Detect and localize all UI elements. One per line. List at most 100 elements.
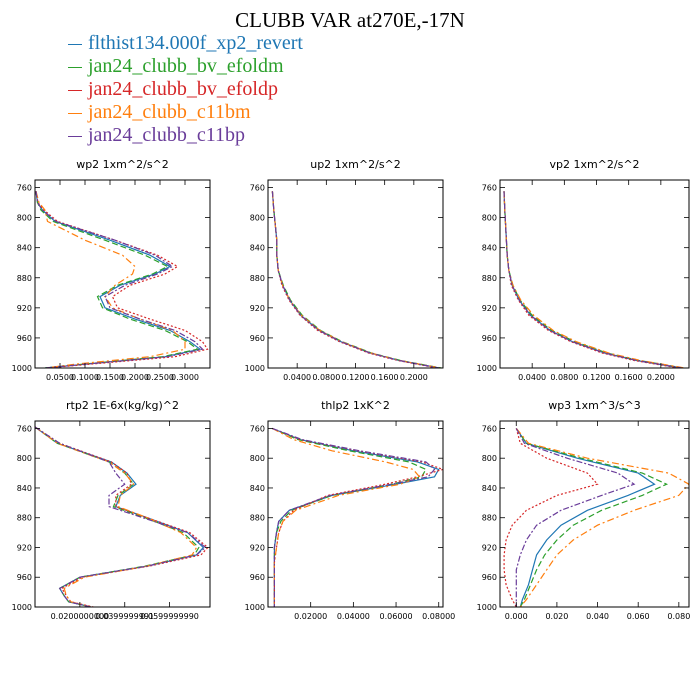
panel-3: rtp2 1E-6x(kg/kg)^2 760 800 840 880 920 960 100… xyxy=(12,399,211,621)
x-tick-label: 0.1000 xyxy=(71,373,99,382)
x-tick-label: 0.1200 xyxy=(342,373,370,382)
y-tick-label: 920 xyxy=(17,543,32,552)
y-tick-label: 800 xyxy=(250,214,265,223)
legend-swatch xyxy=(68,66,82,68)
panel-title: wp3 1xm^3/s^3 xyxy=(548,399,641,412)
y-tick-label: 960 xyxy=(250,334,265,343)
y-tick-label: 1000 xyxy=(245,364,265,373)
series-line-2 xyxy=(35,426,209,607)
y-tick-label: 880 xyxy=(482,514,497,523)
y-tick-label: 1000 xyxy=(477,603,497,612)
x-tick-label: 0.080 xyxy=(667,612,690,621)
series-line-1 xyxy=(271,191,442,368)
legend-item-2: jan24_clubb_bv_efoldp xyxy=(68,78,303,101)
y-tick-label: 800 xyxy=(482,214,497,223)
y-tick-label: 760 xyxy=(17,424,32,433)
y-tick-label: 1000 xyxy=(245,603,265,612)
plot-frame xyxy=(34,179,211,369)
legend-item-4: jan24_clubb_c11bp xyxy=(68,124,303,147)
x-tick-label: 0.0200000000 xyxy=(51,612,110,621)
series-line-4 xyxy=(271,191,439,368)
y-tick-label: 760 xyxy=(482,184,497,193)
series-line-2 xyxy=(272,427,443,607)
x-tick-label: 0.0800 xyxy=(550,373,578,382)
x-tick-label: 0.08000 xyxy=(422,612,455,621)
y-tick-label: 960 xyxy=(482,573,497,582)
series-line-4 xyxy=(503,191,682,368)
x-tick-label: 0.2000 xyxy=(647,373,675,382)
series-line-1 xyxy=(515,428,669,607)
x-tick-label: 0.0400 xyxy=(283,373,311,382)
panel-5: wp3 1xm^3/s^3 760 800 840 880 920 960 1000 0.000… xyxy=(477,399,691,621)
legend-label: jan24_clubb_c11bp xyxy=(88,124,246,146)
plot-frame xyxy=(499,179,690,369)
y-tick-label: 1000 xyxy=(12,603,32,612)
x-tick-label: 0.0399999991 xyxy=(95,612,154,621)
y-tick-label: 800 xyxy=(17,454,32,463)
x-tick-label: 0.2000 xyxy=(121,373,149,382)
series-line-0 xyxy=(35,191,202,368)
y-tick-label: 840 xyxy=(17,244,32,253)
x-tick-label: 0.0800 xyxy=(312,373,340,382)
x-tick-label: 0.04000 xyxy=(337,612,370,621)
x-tick-label: 0.020 xyxy=(545,612,568,621)
y-tick-label: 960 xyxy=(17,334,32,343)
plot-frame xyxy=(34,420,211,608)
panel-4: thlp2 1xK^2 760 800 840 880 920 960 1000 0.02000… xyxy=(245,399,456,621)
x-tick-label: 0.2000 xyxy=(400,373,428,382)
panel-title: thlp2 1xK^2 xyxy=(321,399,390,412)
series-line-3 xyxy=(503,191,686,368)
series-line-1 xyxy=(503,191,684,368)
y-tick-label: 1000 xyxy=(477,364,497,373)
y-tick-label: 880 xyxy=(250,274,265,283)
legend: flthist134.000f_xp2_revert jan24_clubb_b… xyxy=(68,32,303,147)
series-line-3 xyxy=(35,191,186,368)
y-tick-label: 800 xyxy=(482,454,497,463)
y-tick-label: 920 xyxy=(17,304,32,313)
series-line-2 xyxy=(503,428,599,607)
series-line-2 xyxy=(271,191,438,368)
panel-title: up2 1xm^2/s^2 xyxy=(310,158,401,171)
series-line-0 xyxy=(272,427,440,607)
x-tick-label: 0.02000 xyxy=(294,612,327,621)
y-tick-label: 1000 xyxy=(12,364,32,373)
x-tick-label: 0.0599999990 xyxy=(140,612,199,621)
legend-item-0: flthist134.000f_xp2_revert xyxy=(68,32,303,55)
y-tick-label: 840 xyxy=(17,484,32,493)
panel-1: up2 1xm^2/s^2 760 800 840 880 920 960 1000 0.040… xyxy=(245,158,444,382)
y-tick-label: 840 xyxy=(482,484,497,493)
x-tick-label: 0.2500 xyxy=(146,373,174,382)
y-tick-label: 880 xyxy=(17,274,32,283)
legend-label: jan24_clubb_c11bm xyxy=(88,101,251,123)
legend-label: jan24_clubb_bv_efoldp xyxy=(88,78,278,100)
y-tick-label: 840 xyxy=(250,484,265,493)
series-line-3 xyxy=(35,426,198,607)
series-line-2 xyxy=(35,191,209,368)
x-tick-label: 0.1200 xyxy=(583,373,611,382)
series-line-3 xyxy=(272,427,421,607)
y-tick-label: 960 xyxy=(250,573,265,582)
series-line-0 xyxy=(503,191,682,368)
y-tick-label: 920 xyxy=(482,304,497,313)
plot-frame xyxy=(267,179,444,369)
y-tick-label: 920 xyxy=(250,543,265,552)
series-line-0 xyxy=(35,426,205,607)
y-tick-label: 960 xyxy=(482,334,497,343)
series-line-1 xyxy=(35,191,199,368)
plot-frame xyxy=(267,420,444,608)
panel-2: vp2 1xm^2/s^2 760 800 840 880 920 960 1000 0.040… xyxy=(477,158,690,382)
series-line-1 xyxy=(35,426,200,607)
x-tick-label: 0.0400 xyxy=(518,373,546,382)
panel-title: rtp2 1E-6x(kg/kg)^2 xyxy=(66,399,179,412)
series-line-1 xyxy=(272,427,427,607)
x-tick-label: 0.000 xyxy=(505,612,528,621)
legend-item-3: jan24_clubb_c11bm xyxy=(68,101,303,124)
series-line-4 xyxy=(515,428,636,607)
y-tick-label: 760 xyxy=(482,424,497,433)
legend-swatch xyxy=(68,89,82,91)
y-tick-label: 760 xyxy=(250,424,265,433)
y-tick-label: 800 xyxy=(250,454,265,463)
x-tick-label: 0.060 xyxy=(627,612,650,621)
